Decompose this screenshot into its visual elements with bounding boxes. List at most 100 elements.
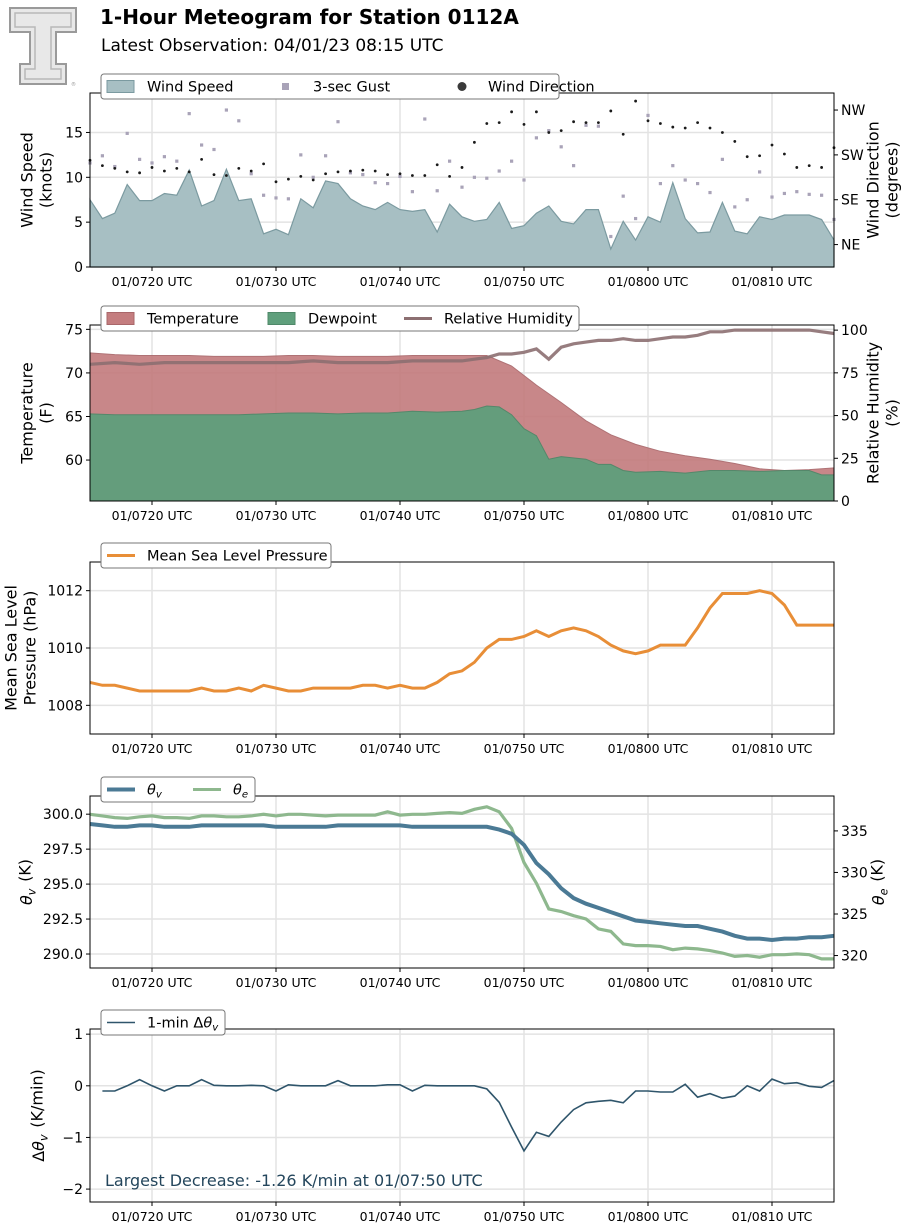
wind-direction-point [621,132,625,136]
legend-swatch [267,312,296,325]
x-tick-label: 01/0740 UTC [360,975,441,990]
wind-direction-point [336,170,340,174]
x-tick-label: 01/0800 UTC [608,975,689,990]
y-tick-label: 300.0 [43,807,83,823]
x-tick-label: 01/0740 UTC [360,274,441,289]
pressure-line [89,589,834,693]
gust-point [497,169,501,173]
wind-direction-point [609,109,613,113]
y-axis-label: Temperature(F) [17,362,55,464]
legend-label: Dewpoint [308,312,377,328]
gust-point [386,181,390,186]
x-tick-label: 01/0810 UTC [732,975,813,990]
wind-speed-area [89,167,835,268]
gust-point [671,164,675,168]
legend: Temperature Dewpoint Relative Humidity [100,305,580,332]
gust-point [187,112,191,116]
x-tick-label: 01/0730 UTC [236,1209,317,1224]
x-tick-label: 01/0720 UTC [112,741,193,756]
wind-direction-point [783,152,786,156]
wind-direction-point [423,174,427,177]
wind-direction-point [671,125,675,129]
x-tick-label: 01/0730 UTC [236,741,317,756]
gust-point [435,189,439,193]
wind-direction-point [683,126,687,130]
wind-direction-point [373,169,377,173]
x-tick-label: 01/0800 UTC [608,508,689,523]
gust-point [175,159,179,163]
gust-point [398,174,402,179]
y-tick-label: 5 [74,215,83,231]
gust-point [807,192,811,196]
legend: θv θe [100,776,256,803]
gust-point [150,161,154,165]
gust-point [510,159,514,163]
gust-point [423,117,427,121]
gust-point [299,153,303,157]
theta-e-line [89,805,834,961]
largest-decrease-annotation: Largest Decrease: -1.26 K/min at 01/07:5… [105,1171,483,1190]
panel-5: 01/0720 UTC 01/0730 UTC 01/0740 UTC 01/0750… [28,1009,835,1224]
wind-direction-point [311,178,315,182]
axes-border [89,795,835,969]
x-tick-label: 01/0750 UTC [484,741,565,756]
x-tick-label: 01/0810 UTC [732,1209,813,1224]
gust-point [286,197,290,201]
x-tick-label: 01/0750 UTC [484,1209,565,1224]
legend-box [100,776,256,803]
gust-point [324,154,328,158]
wind-direction-point [200,157,204,161]
wind-direction-point [299,175,303,178]
legend-swatch [457,82,467,91]
y-tick-label: 1010 [47,641,83,657]
wind-direction-point [820,166,823,169]
gust-point [336,120,340,124]
gust-point [758,170,762,174]
gust-point [348,171,352,175]
wind-direction-point [547,131,551,134]
x-tick-label: 01/0800 UTC [608,741,689,756]
gust-point [795,190,799,194]
legend-label: Relative Humidity [444,312,573,328]
wind-direction-point [386,173,389,177]
x-tick-label: 01/0730 UTC [236,274,317,289]
wind-direction-point [795,166,799,169]
wind-direction-point [485,122,489,125]
x-tick-label: 01/0800 UTC [608,1209,689,1224]
gust-point [572,164,576,168]
y-tick-label: 290.0 [43,947,83,963]
y-tick-label: 1012 [47,584,83,600]
gust-point [460,185,464,189]
y-tick-label: 65 [65,409,83,425]
y2-tick-label: 325 [841,907,868,923]
gust-point [373,181,377,185]
theta-v-line [89,822,835,943]
wind-direction-point [572,120,575,124]
x-tick-label: 01/0750 UTC [484,274,565,289]
wind-direction-point [696,121,699,124]
gust-point [274,196,278,200]
gust-point [125,131,129,135]
y2-tick-label: 25 [841,451,859,467]
legend-label: Wind Direction [488,80,595,96]
wind-direction-point [150,166,154,169]
panel-2: 01/0720 UTC 01/0730 UTC 01/0740 UTC 01/0750… [17,305,902,523]
y2-tick-label: 330 [841,865,868,881]
university-logo: ® [8,6,78,92]
x-tick-label: 01/0810 UTC [732,741,813,756]
gust-point [646,113,650,118]
x-tick-label: 01/0740 UTC [360,508,441,523]
wind-direction-point [125,170,129,174]
x-tick-label: 01/0720 UTC [112,508,193,523]
x-tick-label: 01/0730 UTC [236,508,317,523]
svg-text:®: ® [71,81,76,88]
wind-direction-point [510,110,513,114]
wind-direction-point [634,99,637,103]
y2-tick-label: SW [841,148,864,164]
y-tick-label: 295.0 [43,877,83,893]
wind-direction-point [101,164,104,168]
gust-point [534,136,538,140]
x-tick-label: 01/0720 UTC [112,975,193,990]
legend: 1-min Δθv [100,1009,226,1036]
gust-point [410,190,414,194]
